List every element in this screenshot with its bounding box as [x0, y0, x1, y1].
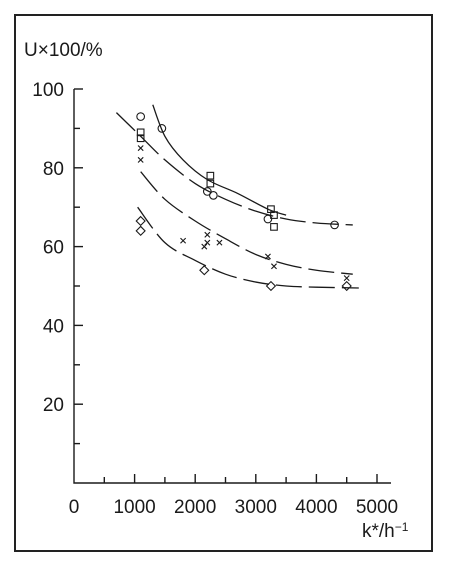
point-diamond — [341, 280, 352, 292]
point-diamond — [199, 265, 210, 276]
y-axis-label: U×100/% — [24, 40, 103, 61]
x-tick-label: 4000 — [295, 497, 337, 518]
point-cross — [137, 145, 144, 152]
point-circle — [157, 124, 167, 133]
point-square — [270, 223, 278, 231]
x-tick-label: 5000 — [356, 497, 398, 518]
fit-curve-2 — [115, 112, 353, 226]
x-tick-label: 2000 — [174, 497, 216, 518]
x-axis-label-exponent: −1 — [395, 520, 409, 534]
point-circle — [202, 187, 212, 196]
point-diamond — [135, 225, 146, 237]
x-tick-label: 0 — [69, 497, 80, 518]
point-square — [270, 211, 278, 219]
y-tick-label: 100 — [32, 80, 64, 101]
point-diamond — [135, 215, 146, 227]
point-cross — [204, 231, 211, 238]
chart-frame: 20 40 60 80 100 0 1000 2000 3000 4000 5000 U×100/% k… — [14, 14, 433, 552]
y-tick-label: 80 — [43, 159, 64, 180]
point-cross — [137, 156, 144, 163]
point-cross — [270, 263, 277, 270]
axes-spine — [73, 89, 391, 484]
point-cross — [180, 237, 187, 244]
y-tick-label: 20 — [43, 395, 64, 416]
point-square — [206, 179, 215, 188]
point-circle — [136, 112, 146, 121]
point-cross — [264, 253, 271, 260]
x-tick-label: 3000 — [235, 497, 277, 518]
point-circle — [209, 191, 218, 200]
point-cross — [343, 275, 350, 282]
point-circle — [330, 220, 339, 230]
fit-curve-1 — [152, 104, 287, 216]
point-square — [136, 134, 145, 143]
y-tick-label: 60 — [43, 238, 64, 259]
point-cross — [201, 243, 208, 250]
point-cross — [216, 239, 223, 246]
point-circle — [263, 214, 273, 224]
x-tick-label: 1000 — [113, 497, 155, 518]
x-axis-label: k*/h−1 — [362, 520, 409, 542]
point-diamond — [265, 280, 277, 292]
fit-curve-3 — [140, 171, 353, 275]
fit-curve-4 — [137, 206, 359, 289]
point-square — [206, 171, 215, 180]
y-tick-label: 40 — [43, 316, 64, 337]
point-square — [136, 128, 145, 137]
point-cross — [204, 239, 211, 246]
